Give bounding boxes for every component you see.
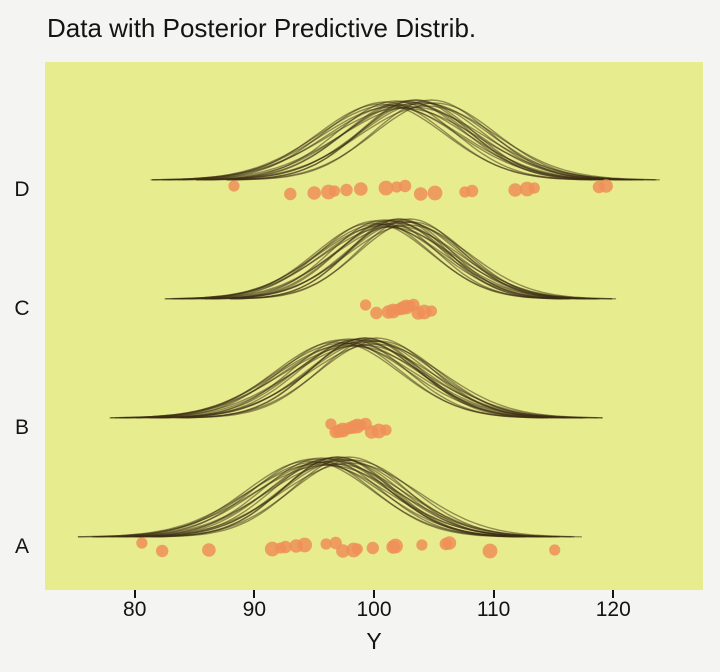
ppc-curve — [135, 341, 584, 419]
data-point — [413, 187, 428, 201]
ppc-curve — [227, 102, 643, 181]
ppc-curve — [182, 103, 638, 181]
data-point — [156, 544, 169, 558]
x-tick-label: 100 — [356, 598, 392, 621]
ppc-curve — [168, 106, 657, 181]
ppc-curve — [119, 342, 584, 419]
ppc-curve — [93, 460, 526, 538]
data-point — [328, 185, 341, 197]
ppc-curve — [109, 345, 598, 419]
ppc-curve — [77, 463, 558, 538]
x-tick — [612, 590, 615, 598]
data-point — [336, 544, 350, 558]
y-axis-label-D: D — [14, 178, 30, 201]
ppc-curve — [161, 104, 634, 181]
data-point — [279, 540, 292, 554]
data-point — [416, 539, 428, 551]
data-point — [370, 306, 383, 320]
y-axis-label-B: B — [14, 416, 29, 439]
x-tick-label: 110 — [476, 598, 511, 621]
ppc-curve — [164, 226, 613, 300]
data-point — [508, 183, 522, 197]
data-point — [228, 180, 240, 192]
data-point — [366, 541, 379, 555]
ppc-curve — [196, 100, 595, 181]
x-tick — [373, 590, 375, 598]
data-point — [482, 543, 498, 559]
y-axis-label-A: A — [14, 535, 29, 558]
data-point — [398, 179, 412, 193]
data-point — [465, 184, 479, 198]
x-axis-title: Y — [366, 628, 382, 654]
data-point — [354, 182, 368, 196]
data-point — [320, 538, 332, 550]
ppc-curve — [121, 344, 603, 419]
ppc-curve — [77, 464, 575, 538]
ppc-curve — [211, 220, 594, 300]
data-point — [425, 305, 437, 317]
ppc-curve — [236, 99, 627, 181]
ppc-curve — [109, 458, 517, 538]
data-point — [549, 544, 561, 556]
ppc-curve — [159, 338, 558, 419]
data-point — [284, 187, 297, 201]
ppc-curve — [209, 101, 633, 181]
ppc-curve — [99, 463, 572, 538]
x-tick — [253, 590, 256, 598]
data-point — [442, 536, 457, 550]
ppc-curve — [125, 341, 549, 419]
ppc-curve — [135, 457, 527, 538]
data-point — [360, 299, 372, 311]
data-point — [427, 185, 443, 201]
data-point — [380, 424, 392, 436]
y-axis-label-C: C — [14, 297, 30, 320]
ppc-curve — [165, 225, 597, 300]
ppc-curve — [211, 219, 570, 300]
x-tick — [133, 590, 136, 598]
x-tick-label: 120 — [595, 598, 631, 621]
ppc-curve — [181, 225, 613, 300]
ppc-curve — [112, 460, 552, 538]
x-tick-label: 80 — [123, 598, 147, 621]
ppc-curve — [150, 107, 655, 181]
x-tick — [492, 590, 495, 598]
data-point — [388, 538, 403, 554]
ppc-curve — [190, 222, 598, 300]
data-point — [351, 543, 363, 555]
ppc-curve — [165, 103, 597, 181]
ppc-curve — [201, 100, 609, 181]
data-point — [136, 537, 148, 549]
data-point — [307, 186, 322, 200]
data-point — [340, 183, 353, 197]
data-point — [378, 180, 394, 196]
data-point — [202, 543, 216, 557]
x-tick-label: 90 — [242, 598, 267, 621]
ppc-curve — [174, 223, 598, 300]
ppc-curve — [110, 344, 583, 419]
data-point — [599, 179, 613, 193]
ppc-plot-canvas — [77, 99, 660, 559]
data-point — [528, 182, 540, 194]
plot-area — [45, 62, 703, 590]
chart-title: Data with Posterior Predictive Distrib. — [47, 13, 477, 43]
ppc-curve — [181, 337, 548, 419]
data-point — [297, 537, 312, 553]
ppc-curve — [177, 222, 569, 300]
